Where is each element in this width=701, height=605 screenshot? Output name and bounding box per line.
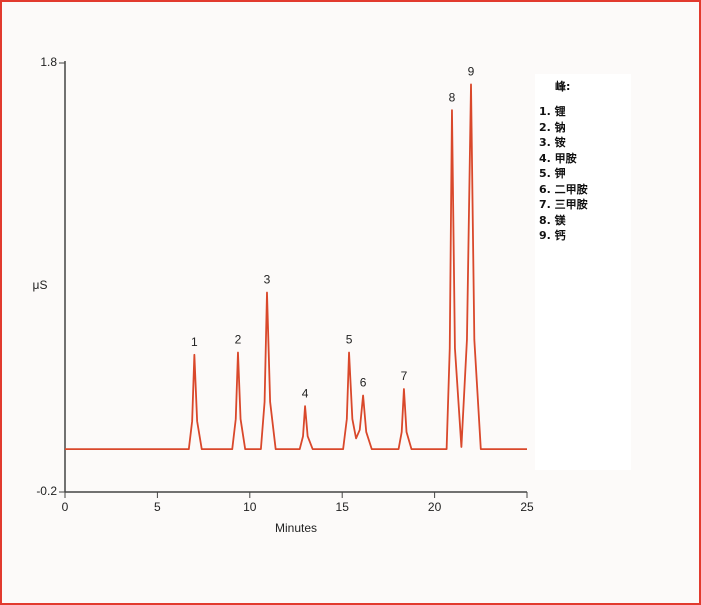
y-tick-label: 1.8	[40, 55, 57, 69]
legend-item: 5. 钾	[539, 167, 566, 180]
y-axis-label: μS	[33, 278, 48, 292]
peak-label: 5	[346, 333, 353, 347]
legend: 峰: 1. 锂 2. 钠 3. 铵 4. 甲胺 5. 钾 6. 二甲胺 7. 三甲胺 8. 镁…	[535, 74, 631, 470]
legend-item: 3. 铵	[539, 136, 566, 149]
peak-label: 8	[449, 90, 456, 104]
legend-item: 2. 钠	[539, 120, 566, 134]
peak-label: 7	[401, 369, 408, 383]
legend-item: 6. 二甲胺	[539, 182, 588, 196]
x-tick-label: 0	[62, 500, 69, 514]
legend-items: 1. 锂 2. 钠 3. 铵 4. 甲胺 5. 钾 6. 二甲胺 7. 三甲胺 8. 镁 9. …	[535, 104, 631, 244]
legend-item: 4. 甲胺	[539, 151, 577, 165]
legend-item: 9. 钙	[539, 229, 566, 242]
y-tick-label: -0.2	[36, 484, 57, 498]
peak-label: 1	[191, 335, 198, 349]
x-axis-label: Minutes	[275, 521, 317, 535]
x-tick-label: 10	[243, 500, 257, 514]
peak-label: 3	[264, 273, 271, 287]
legend-item: 8. 镁	[539, 213, 566, 227]
peak-label: 9	[468, 65, 475, 79]
legend-item: 1. 锂	[539, 105, 566, 118]
x-tick-label: 5	[154, 500, 161, 514]
peak-label: 2	[235, 333, 242, 347]
legend-item: 7. 三甲胺	[539, 198, 588, 211]
legend-title: 峰:	[555, 80, 571, 93]
x-tick-label: 15	[336, 500, 350, 514]
line	[65, 83, 527, 450]
x-tick-label: 20	[428, 500, 442, 514]
peak-label: 6	[360, 376, 367, 390]
x-tick-label: 25	[520, 500, 534, 514]
peak-label: 4	[302, 386, 309, 400]
